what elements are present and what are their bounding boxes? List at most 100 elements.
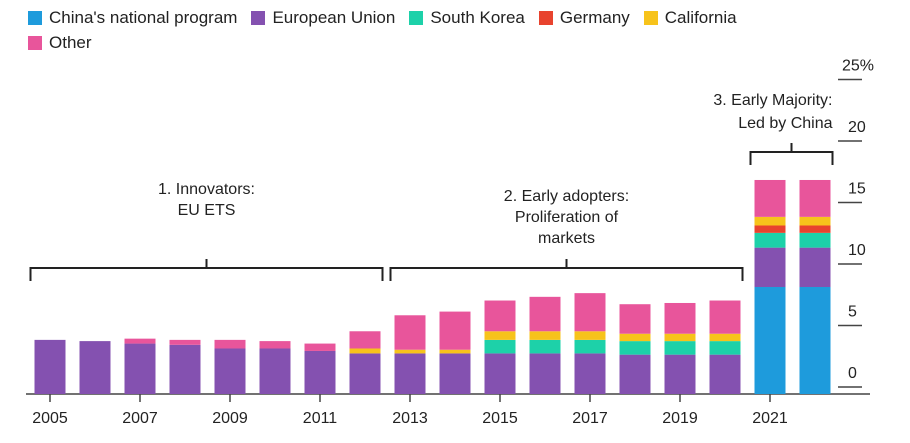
bar-segment <box>664 302 696 334</box>
annotation-label: 1. Innovators: <box>158 181 255 198</box>
x-tick-label: 2007 <box>122 410 158 427</box>
bar-segment <box>439 349 471 354</box>
legend-label: Germany <box>559 7 630 27</box>
x-tick-label: 2005 <box>32 410 68 427</box>
bar-segment <box>754 247 786 287</box>
bar-segment <box>799 179 831 217</box>
annotation-label: 3. Early Majority: <box>713 92 832 109</box>
bar-segment <box>799 216 831 226</box>
legend-item: California <box>643 7 737 28</box>
x-tick-label: 2009 <box>212 410 248 427</box>
y-tick-label: 0 <box>848 365 857 382</box>
bar-segment <box>574 353 606 394</box>
annotation-bracket <box>389 259 744 281</box>
bar-segment <box>754 225 786 233</box>
legend-swatch <box>28 10 42 25</box>
bar-segment <box>34 339 66 394</box>
legend-item: European Union <box>251 7 395 28</box>
y-tick-label: 15 <box>848 181 866 198</box>
annotation-bracket <box>29 259 384 281</box>
bar-segment <box>529 353 561 394</box>
bar-segment <box>754 286 786 394</box>
y-tick-label: 25% <box>842 58 874 75</box>
bar-segment <box>349 353 381 394</box>
legend-item: Germany <box>538 7 630 28</box>
x-tick-label: 2017 <box>572 410 608 427</box>
bar-segment <box>799 286 831 394</box>
legend-label: Other <box>49 32 92 52</box>
bar-segment <box>799 225 831 233</box>
legend-swatch <box>538 10 553 25</box>
legend-label: European Union <box>272 7 396 27</box>
y-tick-label: 20 <box>848 119 866 136</box>
bar-segment <box>754 179 786 217</box>
chart-legend: China's national program European Union So… <box>28 7 888 53</box>
bar-segment <box>439 353 471 394</box>
bar-segment <box>259 348 291 394</box>
bar-segment <box>799 232 831 248</box>
bar-segment <box>574 331 606 340</box>
bar-segment <box>529 331 561 340</box>
bar-segment <box>709 333 741 342</box>
bar-segment <box>619 341 651 355</box>
annotation-label: Proliferation of <box>515 209 619 226</box>
bar-segment <box>619 333 651 342</box>
bar-segment <box>394 349 426 354</box>
bar-segment <box>484 300 516 332</box>
x-tick-label: 2019 <box>662 410 698 427</box>
bar-segment <box>79 341 111 394</box>
legend-item: South Korea <box>409 7 525 28</box>
bar-segment <box>619 354 651 394</box>
bar-segment <box>259 341 291 349</box>
bar-segment <box>349 331 381 349</box>
bar-segment <box>304 350 336 394</box>
bar-segment <box>484 339 516 354</box>
y-tick-label: 5 <box>848 304 857 321</box>
legend-swatch <box>643 10 658 25</box>
bar-segment <box>124 338 156 344</box>
annotation-bracket <box>749 143 834 165</box>
legend-label: California <box>664 7 737 27</box>
bar-segment <box>529 339 561 354</box>
bar-segment <box>529 296 561 332</box>
bar-segment <box>169 344 201 394</box>
bar-segment <box>664 341 696 355</box>
bar-segment <box>304 343 336 351</box>
legend-label: South Korea <box>430 7 525 27</box>
bar-segment <box>349 348 381 354</box>
legend-item: Other <box>28 32 874 53</box>
x-tick-label: 2011 <box>303 410 338 427</box>
bar-segment <box>664 333 696 342</box>
bar-segment <box>799 247 831 287</box>
bar-segment <box>709 341 741 355</box>
bar-segment <box>709 354 741 394</box>
bar-segment <box>214 348 246 394</box>
x-tick-label: 2021 <box>752 410 788 427</box>
legend-label: China's national program <box>49 7 238 27</box>
bar-segment <box>169 339 201 345</box>
legend-swatch <box>251 10 266 25</box>
bar-segment <box>754 232 786 248</box>
bar-segment <box>124 343 156 394</box>
bar-segment <box>484 331 516 340</box>
bar-segment <box>754 216 786 226</box>
x-tick-label: 2013 <box>392 410 428 427</box>
legend-item: China's national program <box>28 7 237 28</box>
bar-segment <box>439 311 471 350</box>
legend-swatch <box>409 10 424 25</box>
annotation-label: EU ETS <box>178 202 236 219</box>
bar-segment <box>574 339 606 354</box>
bar-segment <box>214 339 246 349</box>
annotation-label: Led by China <box>738 115 832 132</box>
bar-segment <box>574 293 606 332</box>
bar-segment <box>619 304 651 334</box>
annotation-label: markets <box>538 230 595 247</box>
y-tick-label: 10 <box>848 242 866 259</box>
bar-segment <box>394 315 426 350</box>
legend-swatch <box>28 35 42 50</box>
bar-segment <box>664 354 696 394</box>
bar-segment <box>484 353 516 394</box>
bar-segment <box>709 300 741 334</box>
x-tick-label: 2015 <box>482 410 518 427</box>
